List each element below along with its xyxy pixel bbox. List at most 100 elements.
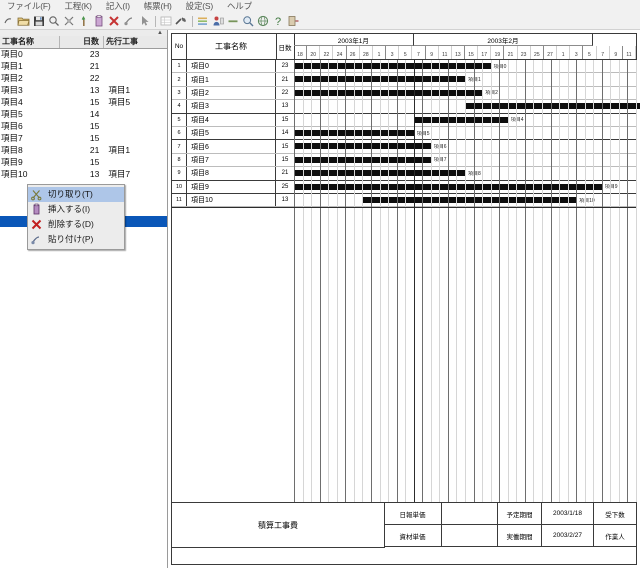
chevron-up-icon[interactable]: ▲	[157, 30, 163, 36]
gantt-row[interactable]: 6項目514項目5	[172, 127, 636, 141]
gantt-bar[interactable]	[362, 197, 577, 203]
task-list-row[interactable]: 項目10 13 項目7	[0, 168, 167, 180]
paste-clipboard-icon[interactable]	[92, 14, 106, 28]
gantt-gridline	[524, 60, 526, 502]
task-list-row[interactable]: 項目7 15	[0, 132, 167, 144]
gantt-day-tick: 9	[610, 46, 623, 59]
gantt-row[interactable]: 5項目415項目4	[172, 113, 636, 127]
task-list-row[interactable]: 項目5 14	[0, 108, 167, 120]
gantt-gridline	[405, 60, 407, 502]
gantt-row-name: 項目0	[186, 60, 276, 73]
task-predecessor: 項目1	[108, 145, 131, 155]
delete-x-icon[interactable]	[107, 14, 121, 28]
gantt-day-tick: 5	[583, 46, 597, 59]
gantt-gridline	[601, 60, 603, 502]
tools-icon[interactable]	[174, 14, 188, 28]
help-question-icon[interactable]: ?	[271, 14, 285, 28]
column-header-pred[interactable]: 先行工事	[106, 37, 138, 46]
gantt-bar[interactable]	[465, 103, 640, 110]
task-list-row[interactable]: 項目3 13 項目1	[0, 84, 167, 96]
task-days: 15	[89, 121, 100, 131]
gantt-bar[interactable]	[413, 116, 508, 123]
gantt-header-calendar: 2003年2月 2003年1月 18 20 22 24 26 28 1 3 5 7 9 11 13 15 17…	[294, 34, 636, 59]
gantt-day-tick: 3	[570, 46, 584, 59]
list-icon[interactable]	[196, 14, 210, 28]
gantt-gridline	[627, 60, 629, 502]
new-icon[interactable]	[2, 14, 16, 28]
title-block-value-unit-daily[interactable]	[442, 503, 498, 525]
gantt-row[interactable]: 7項目615項目6	[172, 140, 636, 154]
gantt-header-name: 工事名称	[186, 34, 277, 59]
zoom-out-icon[interactable]	[47, 14, 61, 28]
context-menu-item[interactable]: 削除する(D)	[28, 217, 124, 232]
task-days: 23	[89, 49, 100, 59]
menu-settings[interactable]: 設定(S)	[185, 1, 214, 11]
task-list-row[interactable]: 項目9 15	[0, 156, 167, 168]
gantt-row[interactable]: 2項目121項目1	[172, 73, 636, 87]
task-days: 21	[89, 145, 100, 155]
gantt-row[interactable]: 8項目715項目7	[172, 153, 636, 168]
gantt-row[interactable]: 4項目313項目3	[172, 100, 640, 114]
task-list-row[interactable]: 項目4 15 項目5	[0, 96, 167, 108]
task-list-row[interactable]: 項目2 22	[0, 72, 167, 84]
gantt-day-tick: 25	[531, 46, 544, 59]
gantt-day-tick: 1	[373, 46, 387, 59]
gantt-bar[interactable]	[294, 63, 491, 69]
paint-icon[interactable]	[77, 14, 91, 28]
gantt-row[interactable]: 1項目023項目0	[172, 60, 636, 74]
column-header-name[interactable]: 工事名称	[0, 36, 60, 48]
task-list-row[interactable]: 項目6 15	[0, 120, 167, 132]
gantt-row-duration: 15	[276, 153, 295, 167]
gantt-gridline	[456, 60, 458, 502]
gantt-gridline	[567, 60, 569, 502]
open-folder-icon[interactable]	[17, 14, 31, 28]
gantt-row[interactable]: 9項目821項目8	[172, 167, 636, 181]
task-list-row[interactable]: 項目1 21	[0, 60, 167, 72]
person-icon[interactable]	[211, 14, 225, 28]
exit-icon[interactable]	[286, 14, 300, 28]
task-name: 項目9	[1, 157, 23, 167]
gantt-day-tick: 11	[623, 46, 636, 59]
gantt-row[interactable]: 10項目925項目9	[172, 180, 636, 194]
menu-process[interactable]: 工程(K)	[64, 1, 92, 11]
menu-report[interactable]: 帳票(H)	[143, 1, 172, 11]
gantt-day-tick: 7	[412, 46, 426, 59]
task-days: 14	[89, 109, 100, 119]
task-days: 21	[89, 61, 100, 71]
minus-icon[interactable]	[226, 14, 240, 28]
context-menu-item[interactable]: 貼り付け(P)	[28, 232, 124, 247]
gantt-day-tick: 9	[426, 46, 439, 59]
context-menu-item[interactable]: 挿入する(I)	[28, 202, 124, 217]
context-menu-item[interactable]: 切り取り(T)	[28, 187, 124, 202]
zoom-in-icon[interactable]	[62, 14, 76, 28]
column-header-days[interactable]: 日数	[60, 36, 104, 48]
gantt-row[interactable]: 3項目222項目2	[172, 86, 636, 101]
globe-icon[interactable]	[256, 14, 270, 28]
gantt-row-name: 項目8	[186, 167, 276, 180]
gantt-gridline	[507, 60, 509, 502]
title-block-date-actual: 2003/2/27	[542, 525, 594, 547]
gantt-row-no: 2	[172, 73, 187, 86]
task-list-row[interactable]: 項目8 21 項目1	[0, 144, 167, 156]
arrow-icon[interactable]	[137, 14, 151, 28]
paste-icon	[30, 233, 43, 246]
title-block-value-unit-material[interactable]	[442, 525, 498, 547]
gantt-day-tick: 22	[320, 46, 334, 59]
link-icon[interactable]	[122, 14, 136, 28]
grid-icon[interactable]	[159, 14, 173, 28]
task-list-row[interactable]: 項目0 23	[0, 48, 167, 60]
gantt-gridline	[319, 60, 321, 502]
gantt-row[interactable]: 11 項目10 13 項目10	[172, 194, 636, 208]
gantt-row-duration: 15	[276, 140, 295, 153]
task-days: 15	[89, 97, 100, 107]
title-block-right-received: 受下数	[594, 503, 636, 525]
gantt-gridline	[584, 60, 586, 502]
gantt-row-duration: 22	[276, 86, 295, 100]
gantt-gridline	[533, 60, 535, 502]
gantt-day-tick: 26	[347, 46, 360, 59]
menu-file[interactable]: ファイル(F)	[7, 1, 51, 11]
search-icon[interactable]	[241, 14, 255, 28]
save-disk-icon[interactable]	[32, 14, 46, 28]
menu-entry[interactable]: 記入(I)	[105, 1, 130, 11]
menu-help[interactable]: ヘルプ	[227, 1, 252, 11]
